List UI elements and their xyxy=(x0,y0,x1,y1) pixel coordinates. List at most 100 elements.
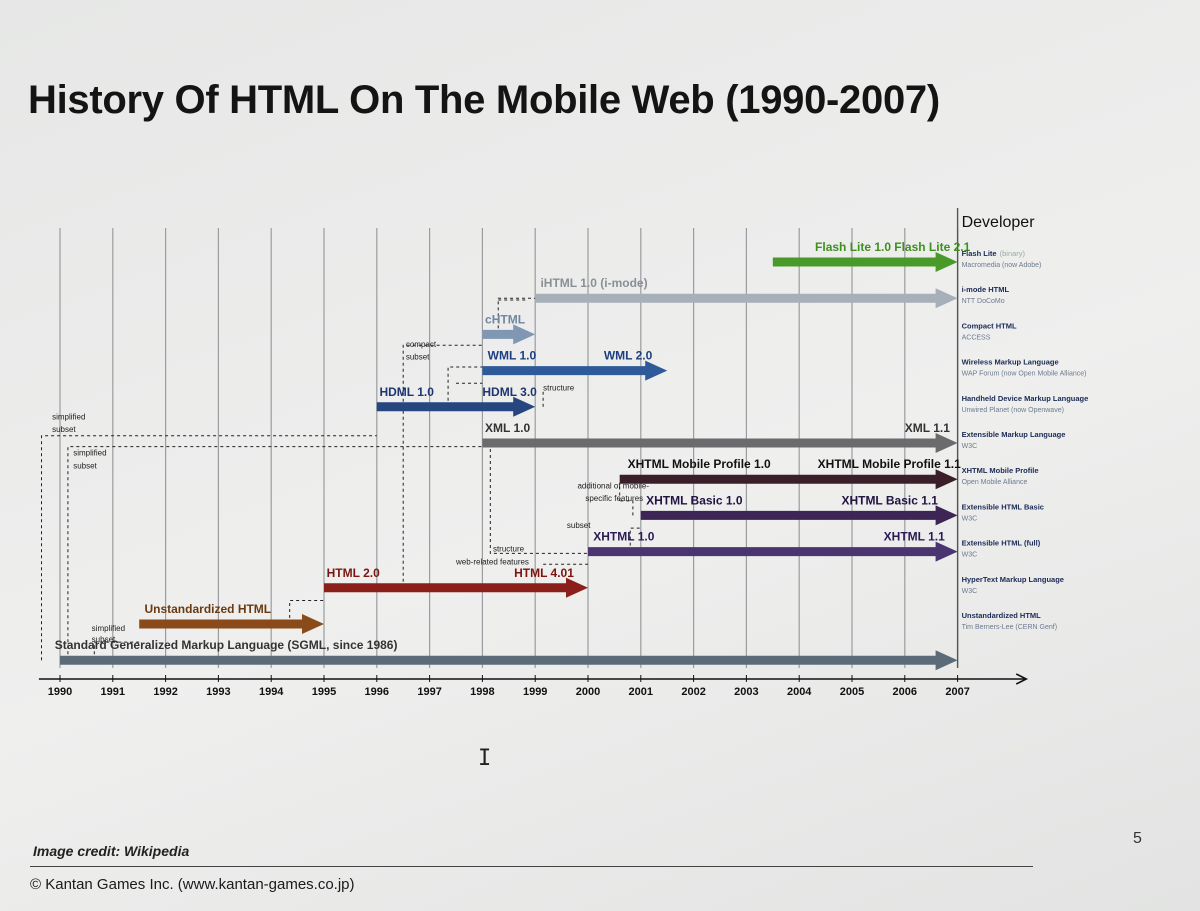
year-tick-label: 2000 xyxy=(576,686,600,698)
sgml-arrow xyxy=(60,650,958,671)
flash-developer-name: Flash Lite (binary) xyxy=(962,249,1026,258)
hdml-developer-name: Handheld Device Markup Language xyxy=(962,394,1089,403)
year-tick-label: 1993 xyxy=(206,686,230,698)
wml-version-label: WML 1.0 xyxy=(488,349,537,363)
dashed-connector xyxy=(629,527,641,552)
connector-annotation: subset xyxy=(92,635,116,644)
dashed-connector xyxy=(489,443,588,554)
xml-version-label: XML 1.1 xyxy=(905,421,950,435)
flash-version-label: Flash Lite 2.1 xyxy=(894,240,970,254)
connector-annotations: compact subset structure simplified subset si… xyxy=(52,340,649,644)
xhtml-basic-developer-name: Extensible HTML Basic xyxy=(962,502,1044,511)
hdml-developer-org: Unwired Planet (now Openwave) xyxy=(962,407,1064,414)
year-tick-label: 1996 xyxy=(365,686,389,698)
xhtml-mp-version-label: XHTML Mobile Profile 1.0 xyxy=(628,457,771,471)
page-number: 5 xyxy=(1133,830,1142,847)
year-axis: 1990 1991 1992 1993 1994 1995 1996 1997 1998 1999… xyxy=(38,673,1029,698)
year-grid-lines xyxy=(59,208,959,668)
connector-annotation: simplified xyxy=(92,624,125,633)
xhtml-basic-version-label: XHTML Basic 1.1 xyxy=(841,493,938,507)
xhtml-mp-version-label: XHTML Mobile Profile 1.1 xyxy=(818,457,961,471)
connector-annotation: additional of mobile- xyxy=(577,481,649,490)
flash-version-label: Flash Lite 1.0 xyxy=(815,240,891,254)
xml-developer-org: W3C xyxy=(962,443,978,450)
html-arrow xyxy=(324,577,588,598)
dashed-connectors xyxy=(41,297,641,661)
unstd-html-arrow xyxy=(139,614,324,634)
connector-annotation: specific features xyxy=(585,494,643,503)
image-credit: Image credit: Wikipedia xyxy=(33,843,190,859)
connector-annotation: subset xyxy=(52,425,76,434)
axis-arrowhead-icon xyxy=(1015,673,1029,685)
wml-arrow xyxy=(482,360,668,381)
wml-developer-name: Wireless Markup Language xyxy=(962,358,1059,367)
year-tick-label: 1997 xyxy=(417,686,441,698)
xml-developer-name: Extensible Markup Language xyxy=(962,430,1066,439)
flash-developer-org: Macromedia (now Adobe) xyxy=(962,262,1042,269)
ihtml-arrow xyxy=(535,288,958,309)
xhtml-developer-name: Extensible HTML (full) xyxy=(962,539,1041,548)
unstd-html-version-label: Unstandardized HTML xyxy=(144,602,271,616)
slide-title: History Of HTML On The Mobile Web (1990-… xyxy=(28,78,940,122)
connector-annotation: compact xyxy=(406,340,437,349)
chtml-version-label: cHTML xyxy=(485,312,525,326)
html-developer-name: HyperText Markup Language xyxy=(962,575,1064,584)
ihtml-developer-org: NTT DoCoMo xyxy=(962,298,1005,305)
chtml-developer-name: Compact HTML xyxy=(962,321,1017,330)
year-tick-label: 1999 xyxy=(523,686,547,698)
chtml-developer-org: ACCESS xyxy=(962,334,991,341)
xhtml-version-label: XHTML 1.0 xyxy=(593,530,654,544)
dashed-connector xyxy=(289,599,324,624)
year-tick-label: 1998 xyxy=(470,686,494,698)
dashed-connector xyxy=(41,435,377,661)
xml-arrow xyxy=(482,433,958,453)
xhtml-basic-developer-org: W3C xyxy=(962,515,978,522)
year-tick-label: 1990 xyxy=(48,686,72,698)
ihtml-version-label: iHTML 1.0 (i-mode) xyxy=(540,276,647,290)
connector-annotation: subset xyxy=(406,353,430,362)
dashed-connector xyxy=(402,344,483,588)
year-tick-label: 1995 xyxy=(312,686,336,698)
html-developer-org: W3C xyxy=(962,588,978,595)
year-tick-label: 2004 xyxy=(787,686,812,698)
xhtml-mp-developer-org: Open Mobile Alliance xyxy=(962,479,1028,486)
connector-annotation: web-related features xyxy=(455,557,529,566)
hdml-version-label: HDML 3.0 xyxy=(482,385,537,399)
year-tick-label: 2007 xyxy=(945,686,969,698)
unstd-html-developer-org: Tim Berners-Lee (CERN Genf) xyxy=(962,624,1057,631)
connector-annotation: subset xyxy=(567,521,591,530)
xhtml-basic-version-label: XHTML Basic 1.0 xyxy=(646,493,743,507)
year-tick-label: 2002 xyxy=(681,686,705,698)
lane-version-labels: Flash Lite 1.0 Flash Lite 2.1 iHTML 1.0 (i… xyxy=(55,240,971,652)
xhtml-developer-org: W3C xyxy=(962,552,978,559)
year-tick-label: 2006 xyxy=(893,686,917,698)
dashed-connector xyxy=(93,641,140,661)
flash-developer-tag: (binary) xyxy=(1000,249,1026,258)
connector-annotation: simplified xyxy=(52,412,85,421)
wml-version-label: WML 2.0 xyxy=(604,349,653,363)
text-cursor-icon: I xyxy=(478,746,492,771)
xml-version-label: XML 1.0 xyxy=(485,421,530,435)
ihtml-developer-name: i-mode HTML xyxy=(962,285,1010,294)
connector-annotation: subset xyxy=(73,461,97,470)
xhtml-version-label: XHTML 1.1 xyxy=(884,530,945,544)
year-tick-label: 2003 xyxy=(734,686,758,698)
xhtml-arrow xyxy=(588,541,958,562)
unstd-html-developer-name: Unstandardized HTML xyxy=(962,611,1042,620)
xhtml-mp-developer-name: XHTML Mobile Profile xyxy=(962,466,1039,475)
chtml-arrow xyxy=(482,324,536,345)
connector-annotation: simplified xyxy=(73,449,106,458)
year-tick-label: 1992 xyxy=(153,686,177,698)
sgml-version-label: Standard Generalized Markup Language (SG… xyxy=(55,638,398,652)
hdml-arrow xyxy=(376,396,536,417)
connector-annotation: structure xyxy=(543,384,575,393)
connector-annotation: structure xyxy=(493,545,525,554)
lane-arrows xyxy=(60,252,958,671)
dashed-connector xyxy=(447,366,483,407)
developer-header: Developer xyxy=(962,214,1036,231)
xhtml-mp-arrow xyxy=(619,469,958,490)
developer-column: Developer Flash Lite (binary) Macromedia (n… xyxy=(962,214,1089,631)
year-tick-label: 2005 xyxy=(840,686,864,698)
footer-divider xyxy=(30,866,1033,867)
